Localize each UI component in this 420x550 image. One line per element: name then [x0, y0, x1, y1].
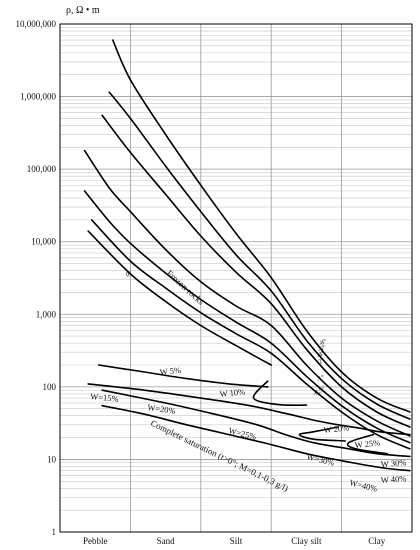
category-label: Pebble	[83, 536, 108, 546]
frozen-curve	[83, 190, 411, 444]
plot-frame	[59, 23, 413, 533]
temp-label: -4°	[316, 350, 327, 360]
temp-label: -2°	[316, 357, 327, 367]
category-label: Silt	[230, 536, 243, 546]
moisture-label: W=40%	[349, 477, 379, 494]
y-tick-label: 10,000	[31, 237, 56, 247]
y-tick-label: 10,000,000	[16, 19, 57, 29]
temp-label: -6°	[317, 344, 328, 354]
moisture-label: W 40%	[380, 473, 406, 485]
moisture-label: W=25%	[228, 425, 258, 442]
moisture-curves	[87, 364, 411, 472]
grid	[60, 23, 412, 533]
moisture-curve	[298, 426, 346, 442]
frozen-curve	[87, 230, 272, 366]
y-tick-labels: 1 10 100 1,000 10,000 100,000 1,000,000 10,000,…	[16, 19, 57, 537]
moisture-curve	[252, 380, 308, 407]
moisture-label: W 10%	[219, 386, 245, 399]
moisture-curve	[87, 383, 411, 436]
moisture-label: W 5%	[159, 365, 181, 377]
moisture-curve	[101, 404, 411, 472]
y-tick-label: 100	[43, 382, 57, 392]
moisture-label: W 30%	[380, 457, 406, 469]
moisture-curve	[346, 433, 389, 455]
category-label: Sand	[157, 536, 176, 546]
y-axis-label: ρ, Ω • m	[66, 5, 100, 16]
moisture-label: W=15%	[90, 391, 119, 404]
frozen-curve	[112, 39, 411, 413]
moisture-curve	[97, 364, 269, 388]
moisture-label: W 20%	[323, 422, 349, 435]
moisture-label: W=20%	[147, 402, 177, 416]
moisture-label: W=30%	[306, 451, 336, 468]
y-tick-label: 100,000	[27, 164, 57, 174]
temp-label: -1°	[316, 374, 327, 384]
y-tick-label: 1	[52, 527, 57, 537]
category-label: Clay	[368, 536, 385, 546]
y-tick-label: 10	[47, 454, 57, 464]
category-label: Clay silt	[291, 536, 322, 546]
frozen-curves	[83, 39, 411, 450]
category-labels: Pebble Sand Silt Clay silt Clay	[83, 536, 386, 546]
frozen-rocks-label: Frozen rocks	[165, 268, 207, 307]
y-tick-label: 1,000	[36, 309, 57, 319]
temp-label: 0°	[125, 270, 134, 279]
temp-label: -8°	[318, 338, 329, 348]
y-tick-label: 1,000,000	[20, 92, 57, 102]
frozen-curve	[108, 91, 411, 420]
frozen-curve	[90, 219, 411, 450]
moisture-label: W 25%	[354, 437, 380, 450]
frozen-curve	[83, 149, 411, 437]
frozen-curve	[101, 114, 411, 428]
moisture-curve	[101, 389, 411, 458]
